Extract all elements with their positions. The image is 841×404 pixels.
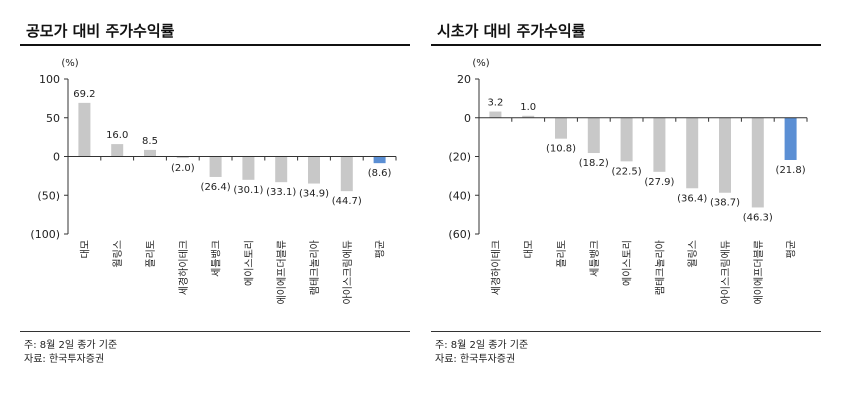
bar [686, 117, 699, 189]
category-label: 에이스토리 [622, 240, 634, 286]
data-label: (2.0) [171, 163, 195, 174]
chart-notes: 주: 8월 2일 종가 기준 자료: 한국투자증권 [435, 339, 528, 367]
category-label: 플리토 [556, 240, 568, 268]
category-label: 에이에프더블류 [753, 240, 765, 304]
chart-notes: 주: 8월 2일 종가 기준 자료: 한국투자증권 [24, 339, 117, 367]
data-label: (26.4) [201, 182, 231, 193]
y-tick-label: (20) [448, 151, 471, 164]
note-line: 주: 8월 2일 종가 기준 [435, 340, 529, 351]
y-tick-label: 20 [457, 73, 471, 86]
bar-chart-left: (%)100 50 0 (50) (100) 69.2 대모 16.0 윌링스 8.5 플리토 (2.… [30, 58, 397, 304]
data-label: (33.1) [266, 187, 296, 198]
y-tick-label: (40) [448, 189, 471, 202]
unit-label: (%) [472, 58, 489, 69]
data-label: (44.7) [332, 196, 362, 207]
category-label: 세틀뱅크 [589, 240, 601, 277]
data-label: (38.7) [710, 198, 740, 209]
bar [111, 144, 124, 157]
bottom-divider [431, 331, 821, 332]
category-label: 램테크놀리아 [654, 240, 666, 295]
y-tick-label: 0 [53, 151, 60, 164]
category-label: 아이스크림에듀 [720, 240, 732, 304]
source-line: 자료: 한국투자증권 [435, 354, 516, 365]
title-divider [431, 44, 821, 46]
data-label: (10.8) [546, 144, 576, 155]
category-label: 대모 [79, 240, 91, 258]
bar [176, 156, 189, 159]
category-label: 평균 [375, 240, 387, 258]
category-label: 윌링스 [112, 240, 124, 268]
category-label: 플리토 [145, 240, 157, 268]
bar [275, 156, 288, 183]
y-tick-label: (100) [30, 228, 60, 241]
bar [340, 156, 353, 192]
category-label: 세경하이테크 [489, 240, 502, 295]
data-label: (34.9) [299, 189, 329, 200]
data-label: (8.6) [368, 168, 392, 179]
category-label: 에이스토리 [243, 240, 255, 286]
y-tick-label: 0 [464, 112, 471, 125]
bar [144, 149, 156, 157]
data-label: (27.9) [644, 177, 674, 188]
category-label: 대모 [523, 240, 535, 258]
chart-panel-right: 시초가 대비 주가수익률 (%) 20 0 (20) (40) (60) 3.2 세경하이테크… [431, 0, 821, 404]
data-label: 69.2 [73, 89, 95, 100]
bar [373, 156, 386, 164]
data-label: (18.2) [579, 158, 609, 169]
category-label: 평균 [786, 240, 798, 258]
bottom-divider [20, 331, 410, 332]
category-label: 윌링스 [687, 240, 699, 268]
source-line: 자료: 한국투자증권 [24, 354, 105, 365]
bar [719, 117, 731, 193]
bar [620, 117, 633, 162]
bar [784, 117, 797, 160]
y-tick-label: 100 [39, 73, 60, 86]
y-tick-label: (60) [448, 228, 471, 241]
data-label: 3.2 [487, 98, 503, 109]
bar [242, 156, 255, 180]
category-label: 아이스크림에듀 [342, 240, 354, 304]
bar [489, 111, 502, 118]
unit-label: (%) [61, 58, 78, 69]
y-tick-label: (50) [37, 189, 60, 202]
bar [78, 102, 91, 157]
bar [653, 117, 666, 172]
category-label: 세경하이테크 [177, 240, 190, 295]
category-label: 에이에프더블류 [276, 240, 288, 304]
data-label: (36.4) [677, 193, 707, 204]
title-divider [20, 44, 410, 46]
bar [308, 156, 320, 184]
data-label: (30.1) [233, 185, 263, 196]
bar [555, 117, 567, 139]
data-label: 1.0 [520, 102, 536, 113]
bar-chart-right: (%)20 0 (20) (40) (60) 3.2 세경하이테크 1.0 대모 (10.8) 플리… [448, 58, 808, 304]
bar [522, 115, 535, 118]
bar [751, 117, 764, 208]
chart-panel-left: 공모가 대비 주가수익률 (%) 100 50 0 (50) (100) 69.2 대모 16.… [20, 0, 410, 404]
chart-title: 시초가 대비 주가수익률 [437, 22, 586, 40]
note-line: 주: 8월 2일 종가 기준 [24, 340, 118, 351]
chart-title: 공모가 대비 주가수익률 [26, 22, 175, 40]
bar [587, 117, 600, 154]
data-label: 16.0 [106, 130, 128, 141]
data-label: 8.5 [142, 136, 158, 147]
data-label: (21.8) [776, 165, 806, 176]
bar [209, 156, 222, 177]
data-label: (46.3) [743, 212, 773, 223]
data-label: (22.5) [612, 166, 642, 177]
category-label: 램테크놀리아 [309, 240, 321, 295]
y-tick-label: 50 [46, 112, 60, 125]
category-label: 세틀뱅크 [211, 240, 223, 277]
